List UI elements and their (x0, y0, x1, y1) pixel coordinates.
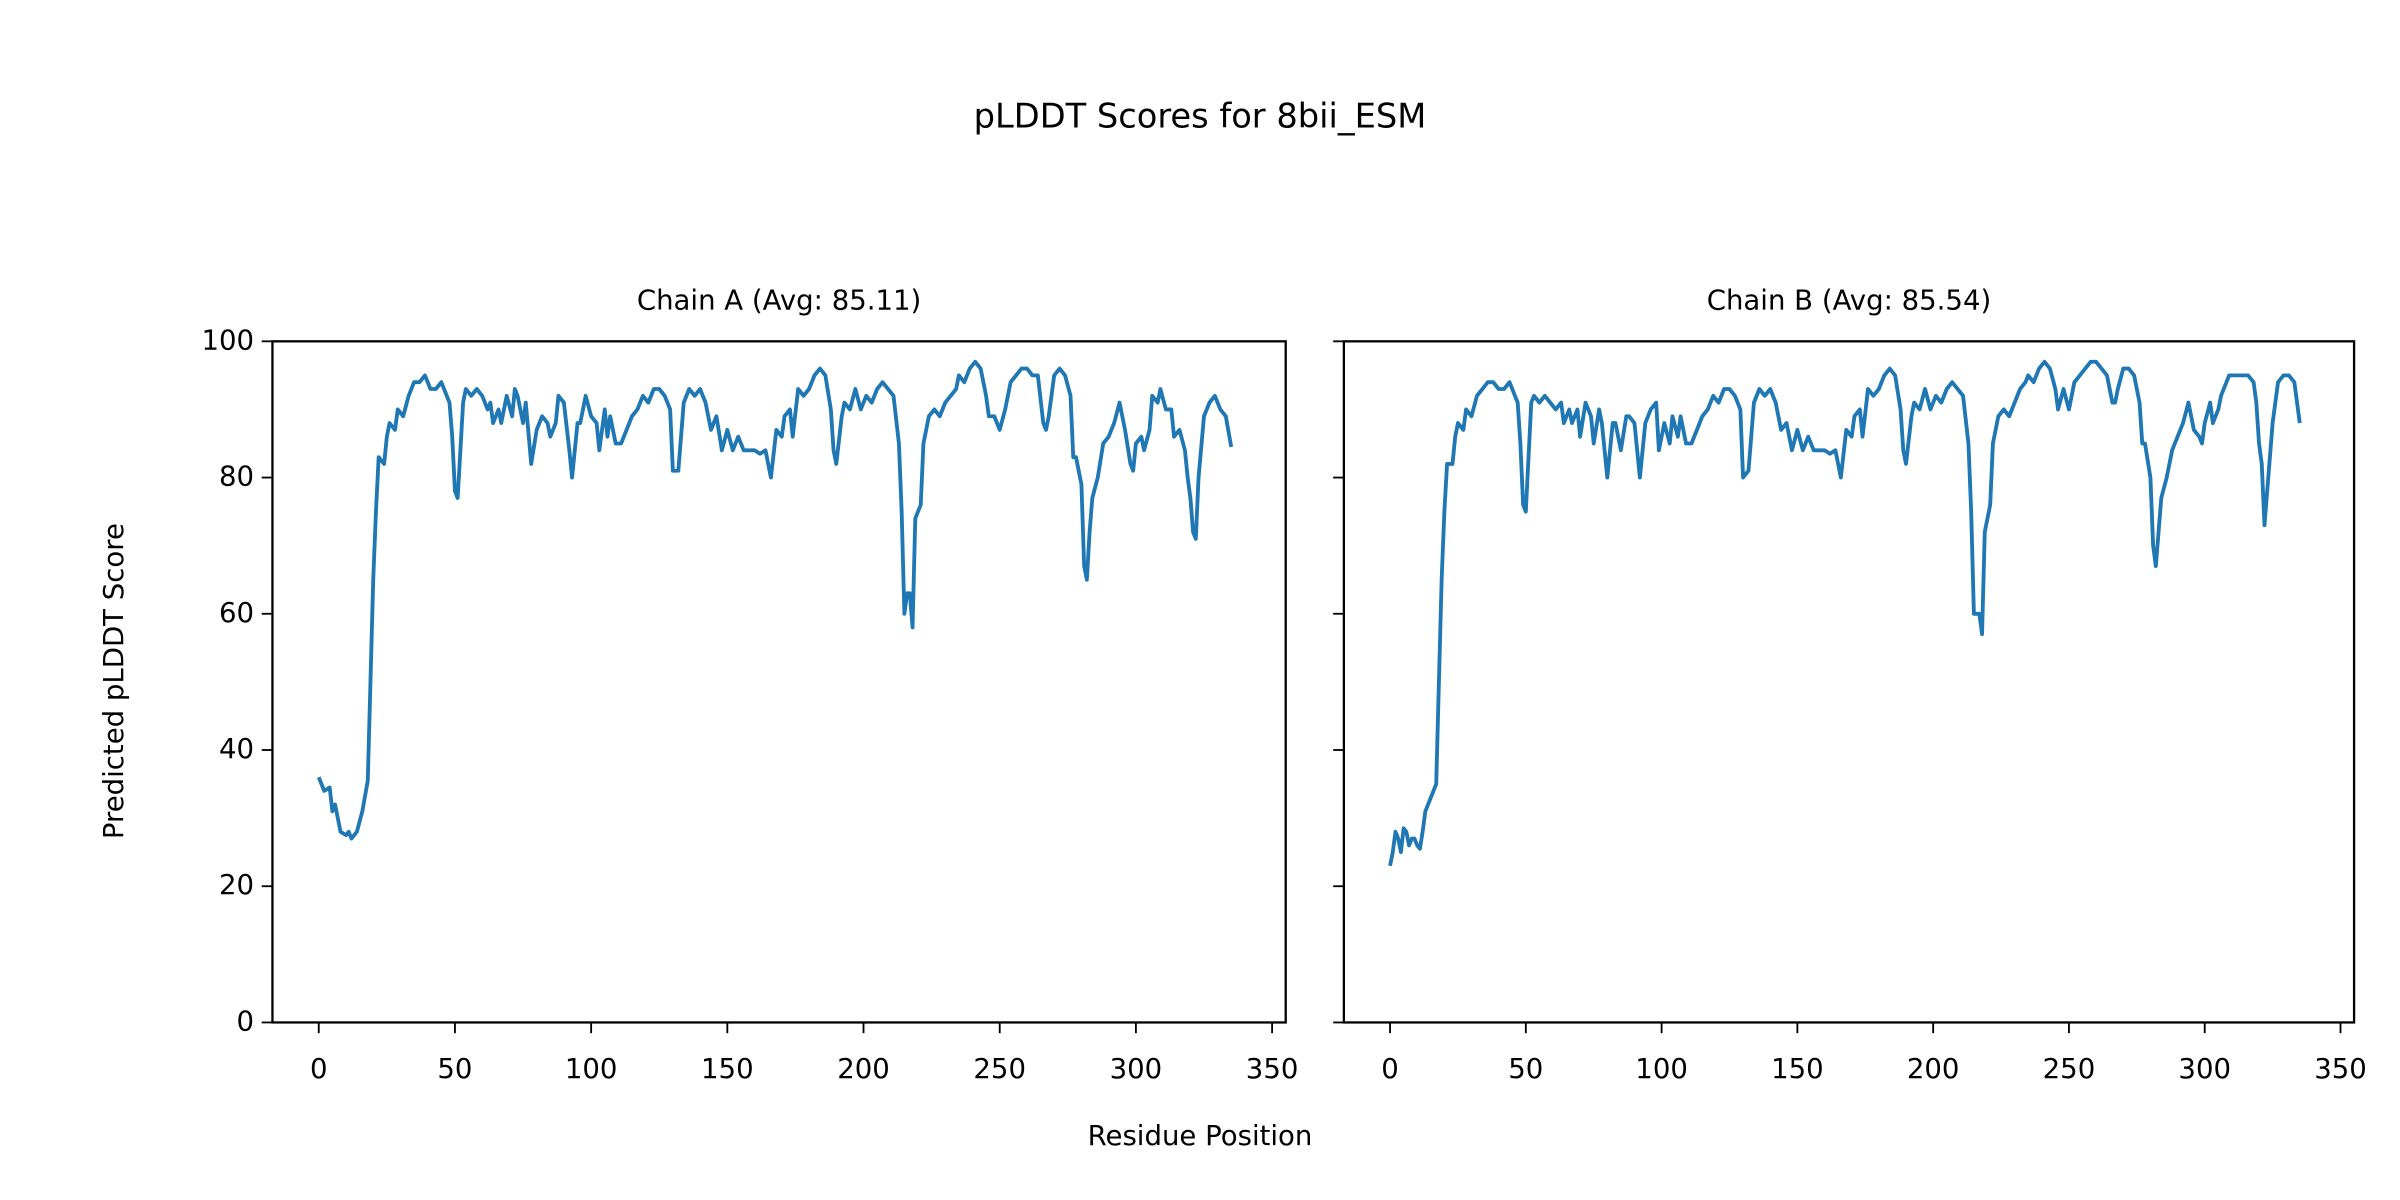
x-tick-label: 200 (837, 1053, 890, 1085)
x-tick-label: 50 (1508, 1053, 1543, 1085)
x-tick-label: 150 (701, 1053, 754, 1085)
y-tick-label: 60 (219, 597, 254, 629)
data-line (1388, 359, 2302, 867)
y-tick-label: 0 (237, 1005, 255, 1037)
x-tick-label: 50 (437, 1053, 472, 1085)
y-tick-label: 40 (219, 733, 254, 765)
x-tick-label: 250 (2043, 1053, 2096, 1085)
x-tick-label: 100 (565, 1053, 618, 1085)
subplot-title: Chain A (Avg: 85.11) (637, 285, 921, 317)
x-tick-label: 300 (1110, 1053, 1163, 1085)
y-tick-label: 100 (201, 324, 254, 356)
x-tick-label: 100 (1635, 1053, 1688, 1085)
y-axis-label: Predicted pLDDT Score (98, 523, 130, 839)
y-tick-label: 80 (219, 461, 254, 493)
data-line (316, 359, 1234, 841)
axes-frame (271, 340, 1287, 1024)
x-tick-label: 350 (1246, 1053, 1299, 1085)
x-tick-label: 150 (1771, 1053, 1824, 1085)
subplot-title: Chain B (Avg: 85.54) (1707, 285, 1992, 317)
y-tick-label: 20 (219, 869, 254, 901)
figure-title: pLDDT Scores for 8bii_ESM (974, 96, 1427, 135)
x-axis-label: Residue Position (1088, 1120, 1313, 1152)
x-tick-label: 0 (310, 1053, 328, 1085)
x-tick-label: 0 (1381, 1053, 1399, 1085)
x-tick-label: 250 (973, 1053, 1026, 1085)
x-tick-label: 350 (2314, 1053, 2367, 1085)
x-tick-label: 300 (2178, 1053, 2231, 1085)
axes-frame (1342, 340, 2356, 1024)
x-tick-label: 200 (1907, 1053, 1960, 1085)
